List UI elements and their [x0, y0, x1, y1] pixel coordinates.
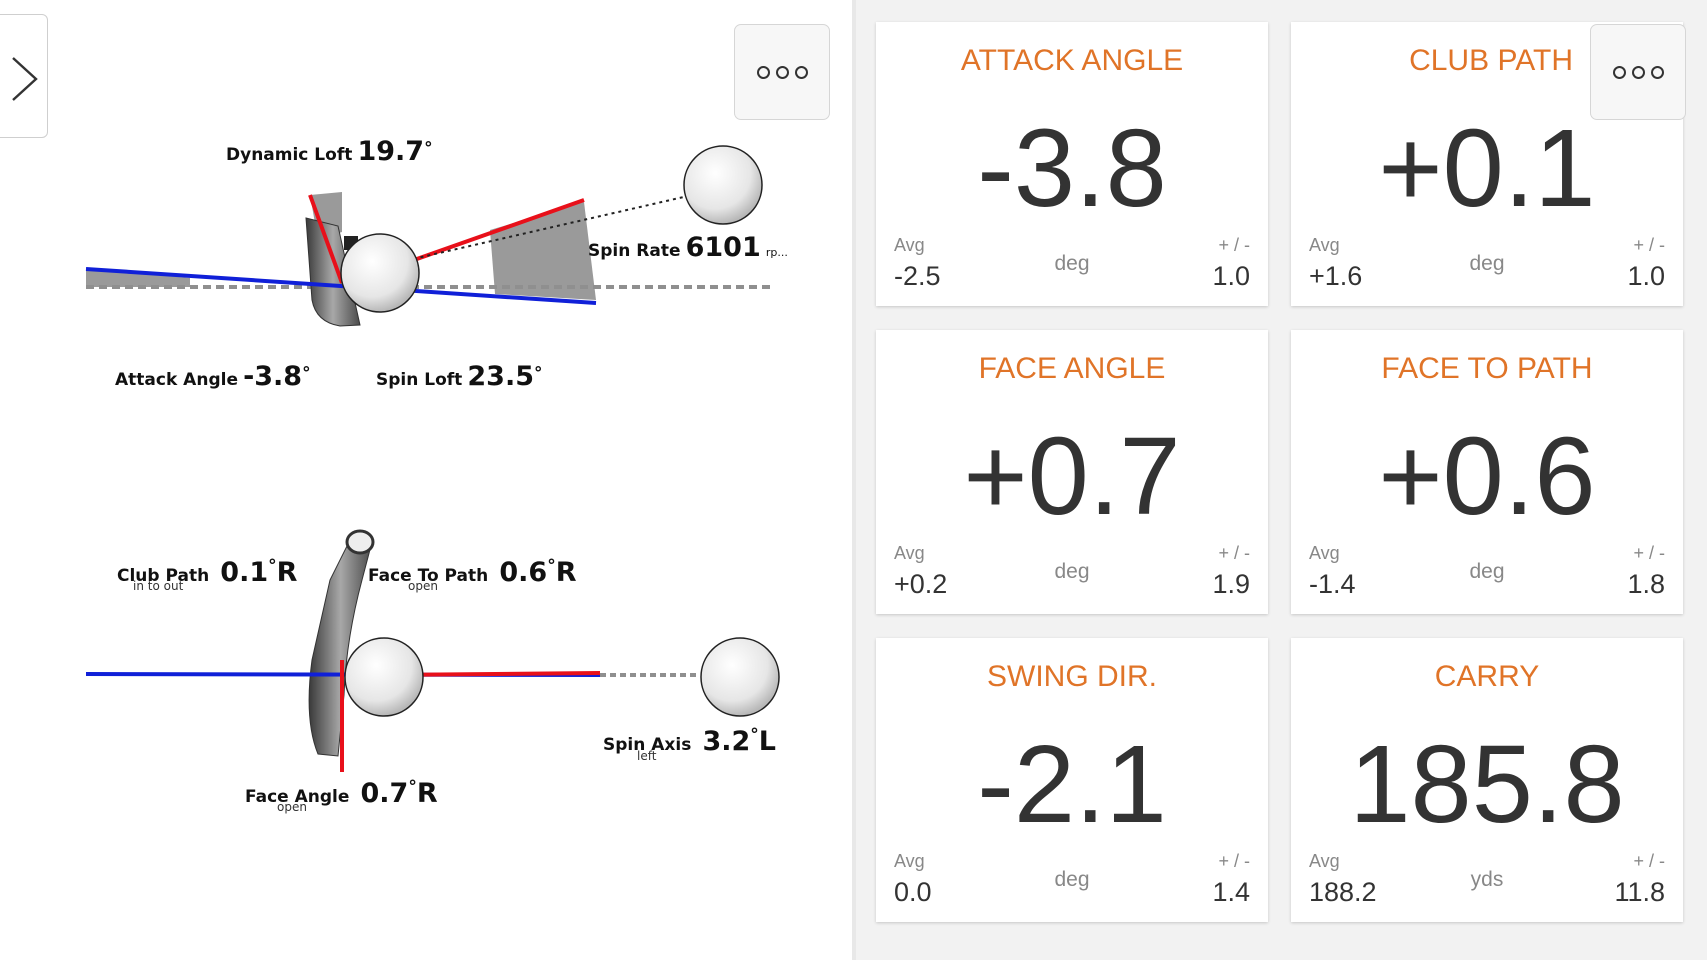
dynamic-loft-readout: Dynamic Loft 19.7°: [226, 136, 433, 167]
face-to-path-readout: Face To Path 0.6°R: [368, 556, 577, 588]
avg-label: Avg: [1309, 543, 1340, 563]
metric-unit: deg: [1054, 560, 1090, 583]
metrics-more-button[interactable]: [1590, 24, 1686, 120]
golf-ball-flight-icon: [683, 145, 763, 225]
metric-card-face-angle[interactable]: FACE ANGLE +0.7 Avg +0.2 deg + / - 1.9: [876, 330, 1268, 614]
face-to-path-sub: open: [408, 579, 438, 593]
metric-value: +0.7: [963, 415, 1181, 538]
plus-minus-label: + / -: [1218, 235, 1250, 255]
metric-value: 185.8: [1349, 723, 1625, 846]
attack-angle-readout: Attack Angle -3.8°: [115, 361, 311, 392]
avg-value: 188.2: [1309, 877, 1377, 907]
plus-minus-label: + / -: [1218, 543, 1250, 563]
metric-title: CARRY: [1434, 660, 1540, 693]
plus-minus-value: 11.8: [1614, 877, 1665, 907]
diagram-panel: Dynamic Loft 19.7° Spin Rate 6101 rp... …: [0, 0, 852, 960]
metric-value: +0.1: [1378, 107, 1596, 230]
club-path-readout: Club Path 0.1°R: [117, 556, 298, 588]
plus-minus-label: + / -: [1633, 235, 1665, 255]
plus-minus-label: + / -: [1633, 543, 1665, 563]
side-view-diagram: [85, 145, 770, 327]
metric-unit: deg: [1469, 252, 1505, 275]
spin-rate-readout: Spin Rate 6101 rp...: [588, 232, 788, 263]
avg-value: +1.6: [1309, 261, 1363, 291]
spin-axis-readout: Spin Axis 3.2°L: [603, 725, 776, 757]
diagram-more-button[interactable]: [734, 24, 830, 120]
attack-angle-sector: [86, 268, 190, 287]
metric-unit: deg: [1054, 868, 1090, 891]
club-path-sub: in to out: [133, 579, 184, 593]
more-dots-icon: [756, 65, 808, 79]
avg-label: Avg: [894, 543, 925, 563]
face-angle-sub: open: [277, 800, 307, 814]
avg-label: Avg: [894, 851, 925, 871]
metric-title: FACE ANGLE: [978, 352, 1166, 385]
metric-unit: deg: [1054, 252, 1090, 275]
plus-minus-value: 1.0: [1627, 261, 1665, 291]
metric-value: +0.6: [1378, 415, 1596, 538]
avg-value: -1.4: [1309, 569, 1356, 599]
chevron-right-icon: [12, 57, 38, 101]
spin-axis-sub: left: [637, 749, 657, 763]
plus-minus-label: + / -: [1218, 851, 1250, 871]
club-path-line: [85, 267, 597, 305]
more-dots-icon: [1612, 65, 1664, 79]
expand-panel-button[interactable]: [0, 14, 48, 138]
avg-label: Avg: [1309, 235, 1340, 255]
trajectory-line: [399, 195, 689, 263]
metric-title: ATTACK ANGLE: [960, 44, 1184, 77]
metric-value: -3.8: [977, 107, 1167, 230]
plus-minus-value: 1.8: [1627, 569, 1665, 599]
metric-card-face-to-path[interactable]: FACE TO PATH +0.6 Avg -1.4 deg + / - 1.8: [1291, 330, 1683, 614]
golf-ball-top-icon: [344, 637, 424, 717]
plus-minus-value: 1.4: [1212, 877, 1250, 907]
metric-unit: deg: [1469, 560, 1505, 583]
metric-title: CLUB PATH: [1409, 44, 1573, 77]
avg-value: -2.5: [894, 261, 941, 291]
club-head-icon: [305, 217, 361, 327]
metric-card-attack-angle[interactable]: ATTACK ANGLE -3.8 Avg -2.5 deg + / - 1.0: [876, 22, 1268, 306]
top-view-diagram: [85, 529, 780, 772]
golf-ball-icon: [340, 233, 420, 313]
avg-label: Avg: [1309, 851, 1340, 871]
metric-title: FACE TO PATH: [1381, 352, 1593, 385]
panel-divider: [852, 0, 856, 960]
avg-label: Avg: [894, 235, 925, 255]
plus-minus-label: + / -: [1633, 851, 1665, 871]
spin-loft-readout: Spin Loft 23.5°: [376, 361, 543, 392]
metric-title: SWING DIR.: [987, 660, 1157, 693]
metric-value: -2.1: [977, 723, 1167, 846]
golf-ball-top-flight-icon: [700, 637, 780, 717]
metric-card-carry[interactable]: CARRY 185.8 Avg 188.2 yds + / - 11.8: [1291, 638, 1683, 922]
avg-value: 0.0: [894, 877, 932, 907]
plus-minus-value: 1.9: [1212, 569, 1250, 599]
plus-minus-value: 1.0: [1212, 261, 1250, 291]
spin-loft-sector: [490, 202, 596, 300]
metric-card-swing-dir[interactable]: SWING DIR. -2.1 Avg 0.0 deg + / - 1.4: [876, 638, 1268, 922]
face-line: [308, 194, 344, 284]
metric-unit: yds: [1470, 868, 1504, 891]
avg-value: +0.2: [894, 569, 948, 599]
face-angle-readout: Face Angle 0.7°R: [245, 777, 438, 809]
metrics-panel: ATTACK ANGLE -3.8 Avg -2.5 deg + / - 1.0…: [856, 0, 1707, 960]
